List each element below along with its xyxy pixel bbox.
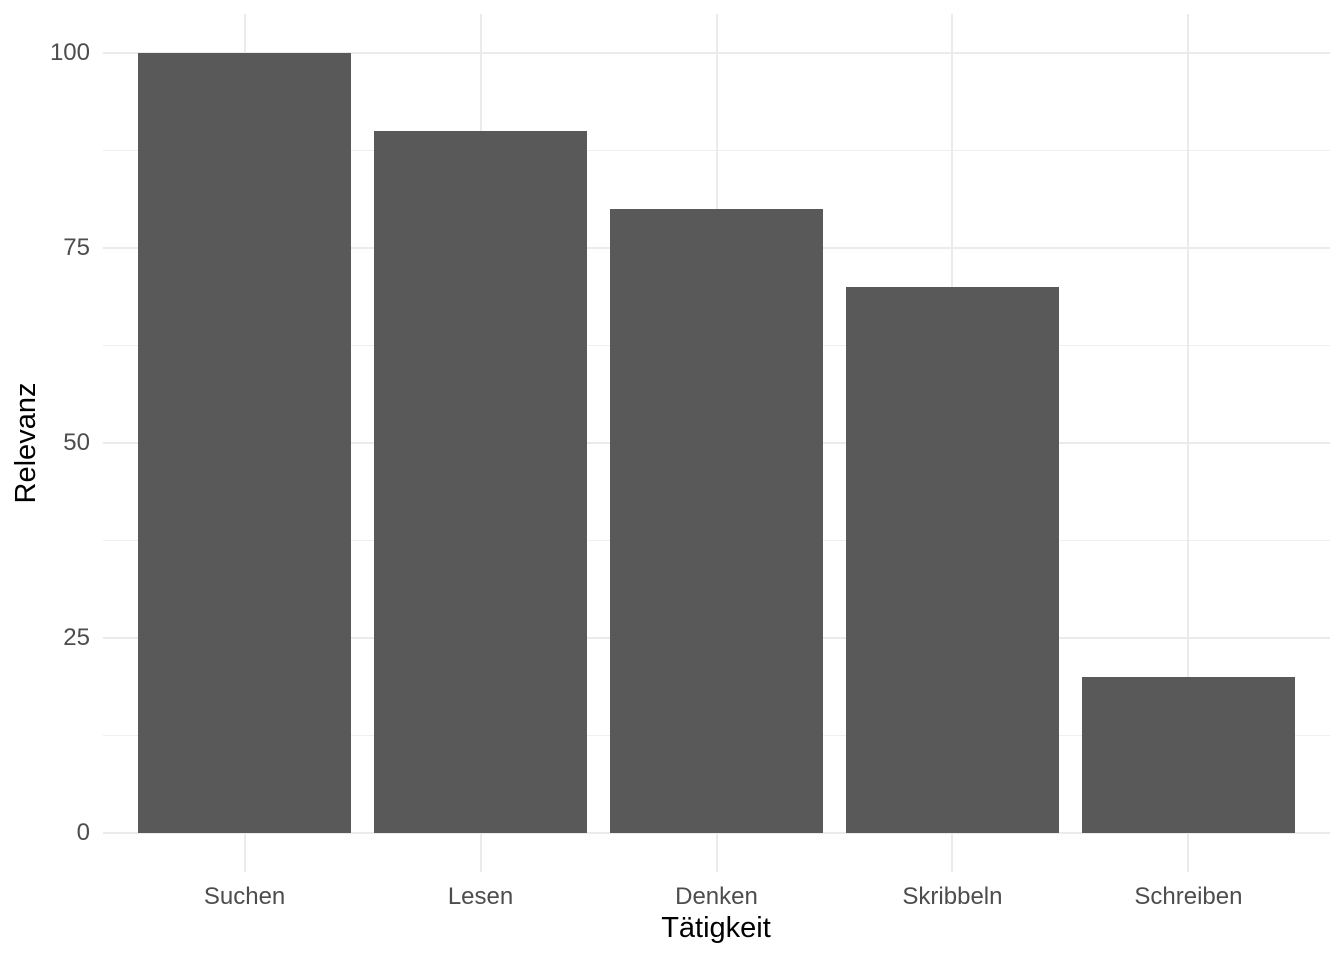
x-tick-label: Schreiben [1134, 883, 1243, 910]
bar-schreiben [1082, 677, 1295, 833]
bar-denken [610, 209, 823, 833]
y-tick-label: 25 [63, 624, 90, 651]
y-tick-label: 75 [63, 234, 90, 261]
bar-suchen [138, 53, 351, 833]
y-tick-label: 50 [63, 429, 90, 456]
x-gridline-major [1187, 14, 1190, 872]
x-tick-label: Lesen [447, 883, 514, 910]
y-tick-label: 100 [49, 39, 90, 66]
x-tick-label: Denken [675, 883, 758, 910]
bar-lesen [374, 131, 587, 833]
x-tick-label: Skribbeln [902, 883, 1003, 910]
bar-skribbeln [846, 287, 1059, 833]
y-tick-label: 0 [76, 819, 90, 846]
y-axis-title: Relevanz [10, 382, 42, 504]
x-tick-label: Suchen [203, 883, 286, 910]
x-axis-title: Tätigkeit [661, 912, 771, 944]
